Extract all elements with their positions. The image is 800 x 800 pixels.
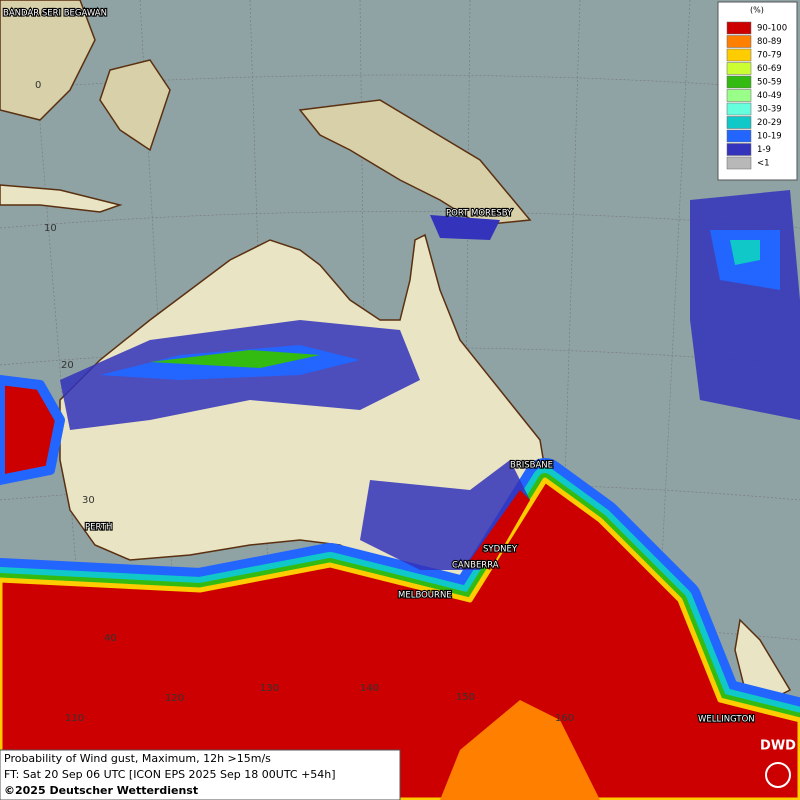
- lon-label: 120: [165, 693, 184, 704]
- footer-text: Probability of Wind gust, Maximum, 12h >…: [4, 752, 271, 765]
- legend: (%) 90-100 80-89 70-79 60-69 50-59 40-49 30-39…: [717, 1, 798, 181]
- lat-label: 20: [61, 360, 74, 371]
- legend-swatch: [726, 35, 752, 48]
- legend-label: 80-89: [757, 37, 782, 47]
- place-label: MELBOURNE: [398, 591, 452, 601]
- footer-text: FT: Sat 20 Sep 06 UTC [ICON EPS 2025 Sep…: [4, 768, 336, 781]
- legend-label: 70-79: [757, 51, 782, 61]
- lon-label: 160: [555, 713, 574, 724]
- latitude-labels: 0 10 20 30 40: [35, 80, 117, 644]
- legend-swatch: [726, 143, 752, 156]
- legend-label: 60-69: [757, 64, 782, 74]
- legend-label: 20-29: [757, 118, 782, 128]
- legend-swatch: [726, 48, 752, 62]
- legend-label: 1-9: [757, 145, 771, 155]
- legend-swatch: [726, 75, 752, 89]
- legend-swatch: [726, 62, 752, 75]
- lon-label: 110: [65, 713, 84, 724]
- place-label: PORT MORESBY: [446, 209, 513, 219]
- lat-label: 10: [44, 223, 57, 234]
- legend-label: 40-49: [757, 91, 782, 101]
- legend-label: 50-59: [757, 78, 782, 88]
- place-label: BANDAR SERI BEGAWAN: [3, 9, 107, 19]
- legend-swatch: [726, 156, 752, 170]
- legend-title: (%): [750, 6, 764, 15]
- logo: DWD: [760, 739, 796, 788]
- legend-swatch: [726, 89, 752, 102]
- place-label: SYDNEY: [483, 545, 518, 555]
- lon-label: 140: [360, 683, 379, 694]
- lon-label: 130: [260, 683, 279, 694]
- longitude-labels: 110 120 130 140 150 160: [65, 683, 574, 724]
- lat-label: 40: [104, 633, 117, 644]
- legend-swatch: [726, 129, 752, 143]
- legend-label: 90-100: [757, 24, 787, 34]
- lat-label: 0: [35, 80, 41, 91]
- probability-field: [0, 190, 800, 800]
- footer-text: ©2025 Deutscher Wetterdienst: [4, 784, 198, 797]
- legend-swatch: [726, 116, 752, 129]
- place-label: WELLINGTON: [698, 715, 755, 725]
- place-label: CANBERRA: [452, 561, 499, 571]
- logo-text: DWD: [760, 739, 796, 754]
- legend-swatch: [726, 102, 752, 116]
- places: BANDAR SERI BEGAWAN PORT MORESBY BRISBAN…: [2, 7, 756, 725]
- lon-label: 150: [456, 692, 475, 703]
- legend-label: 30-39: [757, 105, 782, 115]
- lat-label: 30: [82, 495, 95, 506]
- place-label: PERTH: [85, 523, 112, 533]
- footer-box: [0, 749, 401, 800]
- legend-label: <1: [757, 159, 770, 169]
- legend-swatch: [726, 21, 752, 35]
- logo-mark: [765, 762, 791, 788]
- footer: Probability of Wind gust, Maximum, 12h >…: [0, 749, 401, 800]
- legend-label: 10-19: [757, 132, 782, 142]
- place-label: BRISBANE: [510, 461, 553, 471]
